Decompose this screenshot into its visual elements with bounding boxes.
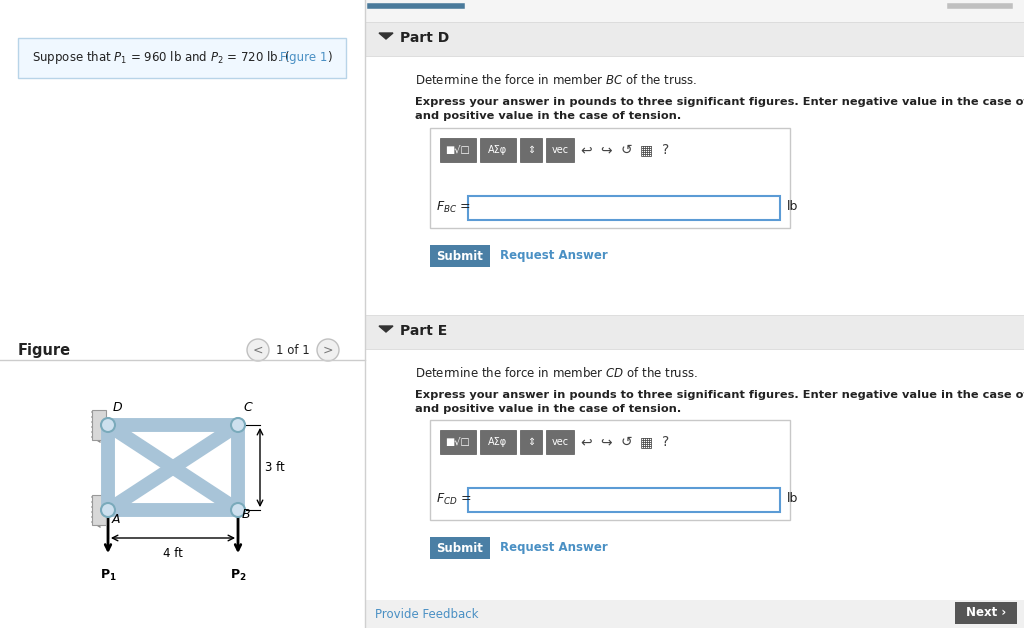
FancyBboxPatch shape	[480, 430, 516, 454]
Polygon shape	[379, 33, 393, 39]
Text: Determine the force in member $CD$ of the truss.: Determine the force in member $CD$ of th…	[415, 366, 698, 380]
Text: AΣφ: AΣφ	[488, 437, 508, 447]
Text: Request Answer: Request Answer	[500, 541, 608, 555]
Text: Determine the force in member $BC$ of the truss.: Determine the force in member $BC$ of th…	[415, 73, 697, 87]
Text: 1 of 1: 1 of 1	[276, 344, 310, 357]
Text: $F_{BC}$ =: $F_{BC}$ =	[436, 200, 471, 215]
Text: >: >	[323, 344, 333, 357]
FancyBboxPatch shape	[546, 430, 574, 454]
Circle shape	[247, 339, 269, 361]
FancyBboxPatch shape	[0, 0, 365, 628]
Text: ↩: ↩	[581, 143, 592, 157]
FancyBboxPatch shape	[365, 0, 1024, 628]
FancyBboxPatch shape	[955, 602, 1017, 624]
Text: ■√□: ■√□	[445, 145, 470, 155]
Text: lb: lb	[787, 492, 799, 506]
FancyBboxPatch shape	[520, 138, 542, 162]
Polygon shape	[379, 326, 393, 332]
Text: 4 ft: 4 ft	[163, 547, 183, 560]
Text: vec: vec	[552, 145, 568, 155]
Text: ): )	[327, 51, 332, 65]
Text: Figure: Figure	[18, 342, 71, 357]
Text: Next ›: Next ›	[966, 607, 1007, 619]
FancyBboxPatch shape	[468, 488, 780, 512]
Text: ⇕: ⇕	[527, 437, 536, 447]
Circle shape	[101, 418, 115, 432]
Text: ↪: ↪	[600, 435, 611, 449]
Text: ▦: ▦	[639, 435, 652, 449]
Text: ↺: ↺	[621, 435, 632, 449]
FancyBboxPatch shape	[18, 38, 346, 78]
FancyBboxPatch shape	[468, 196, 780, 220]
Text: Part E: Part E	[400, 324, 447, 338]
FancyBboxPatch shape	[440, 138, 476, 162]
FancyBboxPatch shape	[365, 22, 1024, 56]
Text: Figure 1: Figure 1	[280, 51, 328, 65]
FancyBboxPatch shape	[440, 430, 476, 454]
Circle shape	[101, 503, 115, 517]
Text: Express your answer in pounds to three significant figures. Enter negative value: Express your answer in pounds to three s…	[415, 97, 1024, 107]
FancyBboxPatch shape	[430, 537, 490, 559]
Text: A: A	[112, 513, 121, 526]
Text: $\mathbf{P_1}$: $\mathbf{P_1}$	[99, 568, 117, 583]
FancyBboxPatch shape	[92, 410, 106, 440]
FancyBboxPatch shape	[430, 128, 790, 228]
Text: ■√□: ■√□	[445, 437, 470, 447]
Text: B: B	[242, 508, 251, 521]
Text: vec: vec	[552, 437, 568, 447]
Text: ?: ?	[663, 435, 670, 449]
Text: ↺: ↺	[621, 143, 632, 157]
Text: D: D	[113, 401, 123, 414]
FancyBboxPatch shape	[365, 56, 1024, 321]
FancyBboxPatch shape	[365, 349, 1024, 614]
FancyBboxPatch shape	[430, 245, 490, 267]
Text: Provide Feedback: Provide Feedback	[375, 607, 478, 620]
FancyBboxPatch shape	[520, 430, 542, 454]
Text: $\mathbf{P_2}$: $\mathbf{P_2}$	[229, 568, 247, 583]
Text: ?: ?	[663, 143, 670, 157]
Text: C: C	[243, 401, 252, 414]
Text: lb: lb	[787, 200, 799, 214]
Text: and positive value in the case of tension.: and positive value in the case of tensio…	[415, 404, 681, 414]
Text: ⇕: ⇕	[527, 145, 536, 155]
Text: and positive value in the case of tension.: and positive value in the case of tensio…	[415, 111, 681, 121]
Text: AΣφ: AΣφ	[488, 145, 508, 155]
Text: Express your answer in pounds to three significant figures. Enter negative value: Express your answer in pounds to three s…	[415, 390, 1024, 400]
Circle shape	[231, 503, 245, 517]
Text: Request Answer: Request Answer	[500, 249, 608, 263]
FancyBboxPatch shape	[92, 495, 106, 525]
Text: <: <	[253, 344, 263, 357]
FancyBboxPatch shape	[365, 315, 1024, 349]
Text: Suppose that $P_1$ = 960 lb and $P_2$ = 720 lb. (: Suppose that $P_1$ = 960 lb and $P_2$ = …	[32, 50, 290, 67]
FancyBboxPatch shape	[430, 420, 790, 520]
Text: ↩: ↩	[581, 435, 592, 449]
Text: 3 ft: 3 ft	[265, 461, 285, 474]
Text: Submit: Submit	[436, 541, 483, 555]
Text: $F_{CD}$ =: $F_{CD}$ =	[436, 492, 472, 507]
Text: Part D: Part D	[400, 31, 450, 45]
Circle shape	[231, 418, 245, 432]
Text: Submit: Submit	[436, 249, 483, 263]
FancyBboxPatch shape	[480, 138, 516, 162]
Text: ↪: ↪	[600, 143, 611, 157]
Circle shape	[317, 339, 339, 361]
Text: ▦: ▦	[639, 143, 652, 157]
FancyBboxPatch shape	[365, 600, 1024, 628]
FancyBboxPatch shape	[546, 138, 574, 162]
